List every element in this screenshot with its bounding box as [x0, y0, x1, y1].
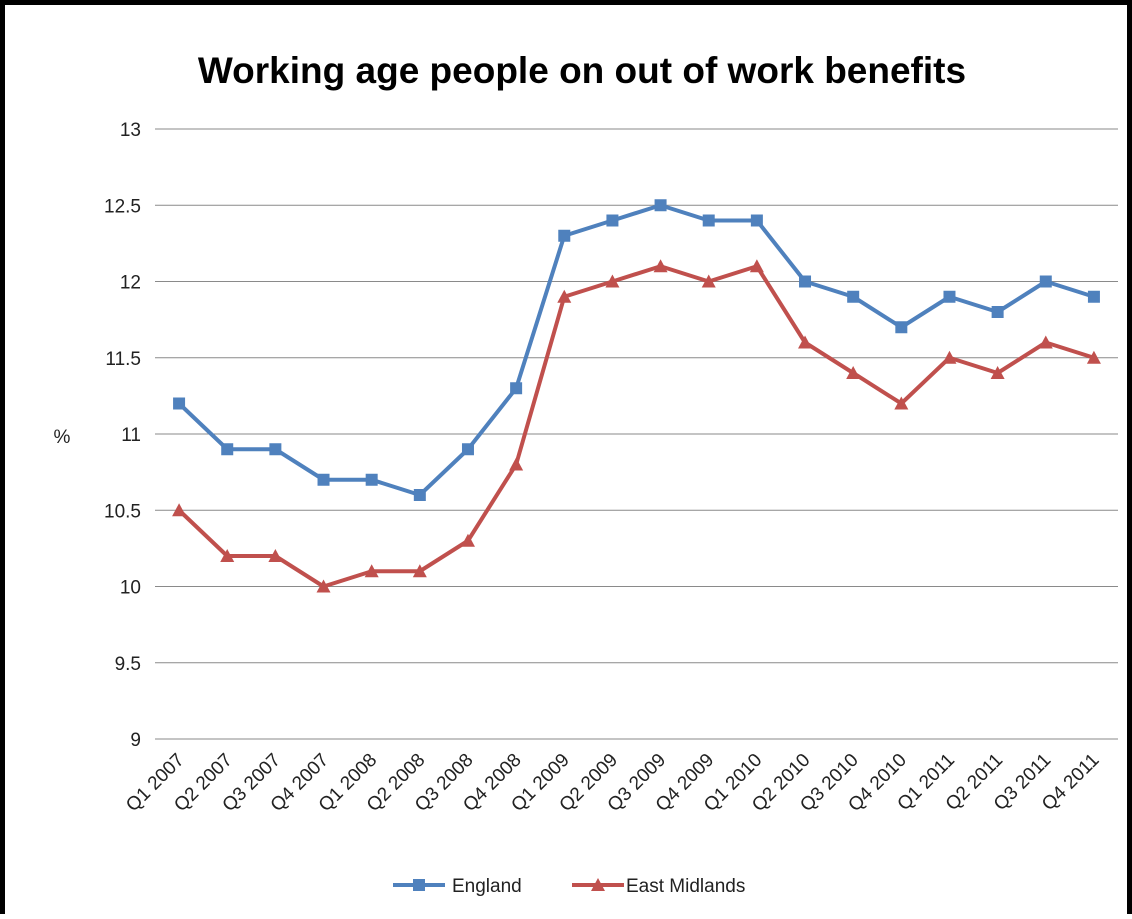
data-point	[1039, 275, 1052, 288]
data-point	[412, 564, 427, 578]
data-point	[847, 290, 860, 303]
data-point	[798, 335, 813, 349]
legend-marker	[591, 878, 605, 891]
y-tick-label: 13	[120, 120, 141, 141]
data-point	[702, 214, 715, 227]
data-point	[365, 473, 378, 486]
data-point	[1038, 335, 1053, 349]
data-point	[510, 382, 523, 395]
series-lines	[172, 199, 1101, 593]
y-tick-label: 12	[120, 273, 141, 294]
data-point	[654, 199, 667, 212]
series-east-midlands	[172, 259, 1101, 593]
data-point	[895, 321, 908, 334]
data-point	[509, 457, 524, 471]
data-point	[460, 533, 475, 547]
data-point	[750, 214, 763, 227]
data-point	[749, 259, 764, 273]
data-point	[894, 396, 909, 410]
data-point	[413, 489, 426, 501]
data-point	[846, 366, 861, 379]
data-point	[990, 366, 1005, 379]
legend: England East Midlands	[393, 876, 745, 897]
data-point	[991, 306, 1004, 318]
data-point	[269, 443, 282, 456]
y-tick-label: 12.5	[104, 196, 141, 217]
data-point	[943, 290, 956, 303]
y-axis-ticks: 9 9.5 10 10.5 11 11.5 12 12.5 13	[104, 120, 141, 751]
data-point	[268, 549, 283, 562]
y-tick-label: 11.5	[105, 349, 141, 370]
data-point	[461, 443, 474, 456]
y-tick-label: 9.5	[115, 654, 141, 675]
data-point	[1087, 290, 1100, 303]
legend-marker	[413, 879, 425, 891]
series-line	[177, 203, 1095, 497]
data-point	[221, 443, 234, 456]
line-chart: Working age people on out of work benefi…	[54, 50, 1118, 897]
legend-label: England	[452, 876, 522, 897]
chart-title: Working age people on out of work benefi…	[198, 50, 966, 91]
data-point	[942, 350, 957, 364]
y-axis-label: %	[54, 427, 71, 448]
data-point	[364, 564, 379, 578]
legend-label: East Midlands	[626, 876, 745, 897]
data-point	[220, 549, 235, 562]
data-point	[799, 275, 812, 288]
legend-item: England	[393, 876, 522, 897]
data-point	[701, 274, 716, 288]
data-point	[173, 397, 186, 410]
data-point	[317, 473, 330, 486]
y-tick-label: 10	[120, 578, 141, 599]
y-tick-label: 11	[121, 425, 141, 446]
series-line	[177, 264, 1095, 589]
data-point	[557, 289, 572, 303]
y-tick-label: 10.5	[104, 501, 141, 522]
data-point	[605, 274, 620, 288]
legend-item: East Midlands	[572, 876, 745, 897]
gridlines	[155, 128, 1118, 740]
data-point	[1086, 350, 1101, 364]
y-tick-label: 9	[130, 730, 141, 751]
data-point	[558, 229, 571, 242]
data-point	[172, 503, 187, 517]
series-england	[173, 199, 1100, 501]
data-point	[606, 214, 619, 227]
data-point	[316, 579, 331, 593]
data-point	[653, 259, 668, 273]
